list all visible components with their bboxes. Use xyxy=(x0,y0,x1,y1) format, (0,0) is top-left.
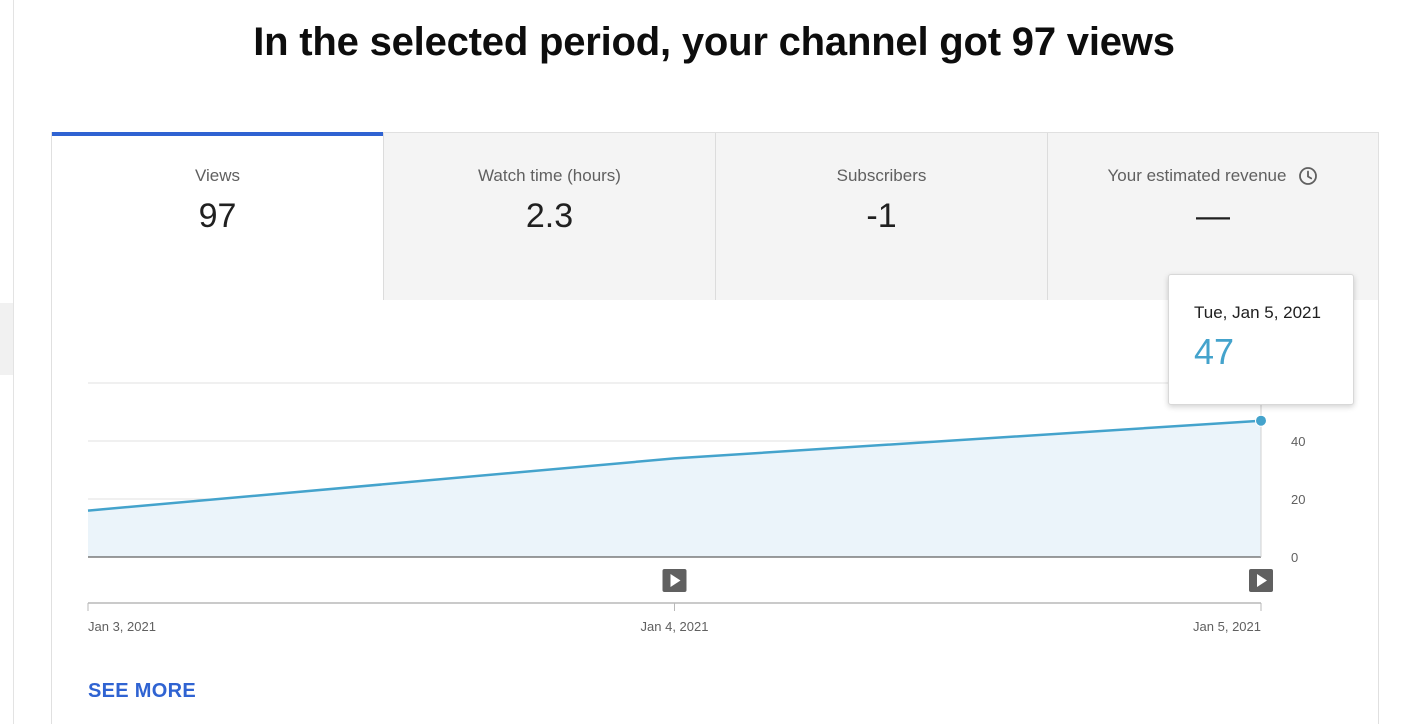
tab-subscribers[interactable]: Subscribers -1 xyxy=(715,133,1047,300)
page-headline: In the selected period, your channel got… xyxy=(253,20,1175,64)
tab-subscribers-label: Subscribers xyxy=(716,166,1047,186)
tab-watch-time[interactable]: Watch time (hours) 2.3 xyxy=(383,133,715,300)
tooltip-date: Tue, Jan 5, 2021 xyxy=(1194,303,1321,322)
tab-watch-time-label-text: Watch time (hours) xyxy=(478,166,621,185)
left-panel-edge xyxy=(0,303,13,375)
tab-subscribers-value: -1 xyxy=(866,197,897,235)
clock-icon[interactable] xyxy=(1298,166,1318,186)
tab-subscribers-label-text: Subscribers xyxy=(836,166,927,185)
tab-views-label: Views xyxy=(52,166,383,186)
see-more-link[interactable]: SEE MORE xyxy=(88,680,196,702)
chart-tooltip: Tue, Jan 5, 2021 47 xyxy=(1168,274,1354,405)
metric-tabs: Views 97 Watch time (hours) 2.3 Subscrib… xyxy=(52,132,1378,300)
tab-revenue-value: — xyxy=(1196,197,1230,235)
tab-watch-time-label: Watch time (hours) xyxy=(384,166,715,186)
tab-revenue-label: Your estimated revenue xyxy=(1048,166,1378,186)
tab-revenue-label-text: Your estimated revenue xyxy=(1107,166,1287,185)
tab-views-value: 97 xyxy=(198,197,237,235)
left-divider xyxy=(13,0,14,724)
tab-views-label-text: Views xyxy=(194,166,241,185)
tooltip-value: 47 xyxy=(1194,331,1235,372)
tab-revenue[interactable]: Your estimated revenue — xyxy=(1047,133,1378,300)
tab-watch-time-value: 2.3 xyxy=(525,197,574,235)
metrics-card: Views 97 Watch time (hours) 2.3 Subscrib… xyxy=(51,132,1379,724)
tab-views[interactable]: Views 97 xyxy=(52,132,383,300)
